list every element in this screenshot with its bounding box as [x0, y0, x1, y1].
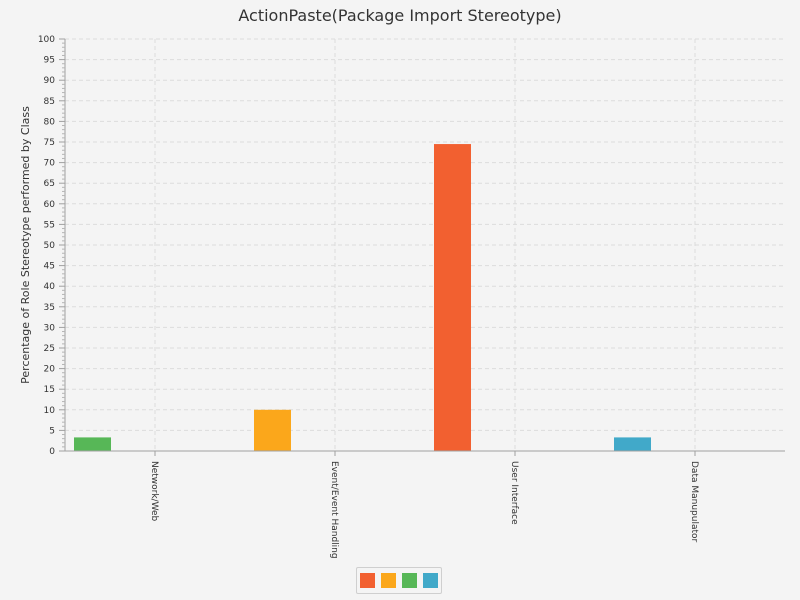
bars — [74, 144, 651, 451]
y-tick-label: 70 — [44, 159, 56, 169]
y-tick-label: 10 — [44, 406, 56, 416]
x-category-label: Network/Web — [149, 461, 159, 522]
y-tick-label: 30 — [44, 323, 56, 333]
y-tick-label: 65 — [44, 179, 55, 189]
y-tick-label: 45 — [44, 262, 55, 272]
bar — [614, 437, 651, 451]
y-tick-label: 85 — [44, 97, 55, 107]
x-category-label: Event/Event Handling — [329, 461, 339, 559]
y-tick-label: 0 — [49, 447, 55, 457]
y-tick-label: 60 — [44, 200, 56, 210]
y-tick-label: 50 — [44, 241, 56, 251]
legend-swatch — [381, 573, 396, 588]
y-tick-label: 90 — [44, 76, 56, 86]
y-tick-label: 95 — [44, 56, 55, 66]
y-tick-label: 25 — [44, 344, 55, 354]
y-axis-ticks: 0 5 10 15 20 25 30 35 40 45 50 55 60 65 70 75 80 85 90 95 10… — [38, 35, 65, 457]
legend-swatch — [360, 573, 375, 588]
grid — [65, 38, 785, 451]
bar — [74, 437, 111, 451]
y-tick-label: 15 — [44, 385, 55, 395]
legend-swatch — [402, 573, 417, 588]
legend-swatch — [423, 573, 438, 588]
x-category-label: User Interface — [509, 461, 519, 525]
y-tick-label: 5 — [49, 426, 55, 436]
y-tick-label: 40 — [44, 282, 56, 292]
bar — [434, 144, 471, 451]
y-axis-label: Percentage of Role Stereotype performed … — [19, 106, 32, 384]
y-tick-label: 20 — [44, 365, 56, 375]
bar — [254, 409, 291, 451]
y-tick-label: 80 — [44, 117, 56, 127]
chart-title: ActionPaste(Package Import Stereotype) — [238, 6, 562, 25]
y-tick-label: 55 — [44, 220, 55, 230]
x-axis-categories: Network/Web Event/Event Handling User Inte… — [149, 451, 699, 559]
legend — [356, 567, 442, 594]
x-category-label: Data Manupulator — [689, 461, 699, 543]
y-tick-label: 35 — [44, 303, 55, 313]
y-tick-label: 100 — [38, 35, 55, 45]
y-tick-label: 75 — [44, 138, 55, 148]
